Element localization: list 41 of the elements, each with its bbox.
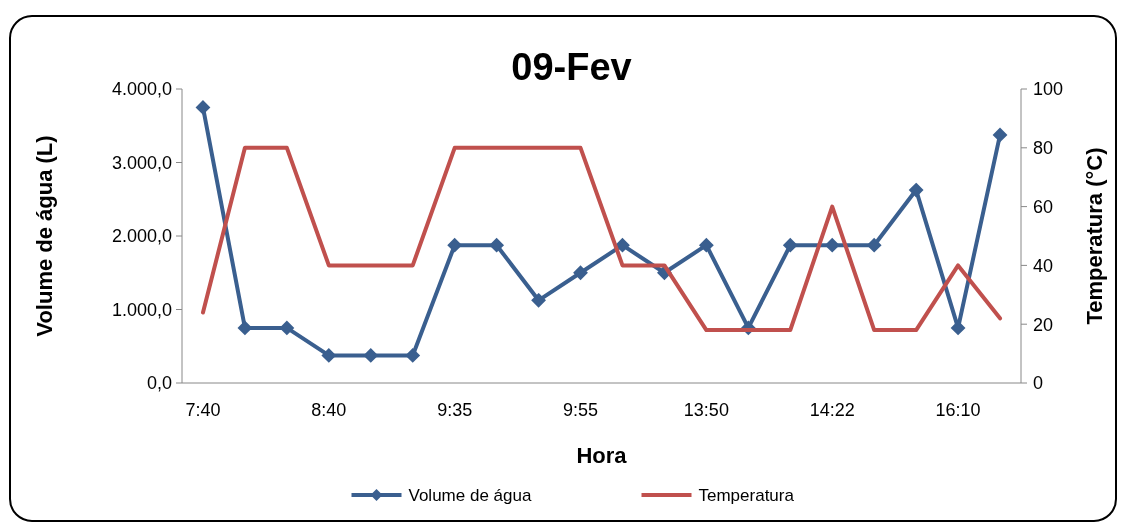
point: [405, 348, 420, 363]
y2-tick-label: 80: [1033, 138, 1054, 159]
x-tick-label: 14:22: [809, 400, 855, 420]
point: [783, 238, 798, 253]
point: [699, 238, 714, 253]
legend-label: Temperatura: [698, 485, 795, 505]
point: [867, 238, 882, 253]
y-axis-title: Volume de água (L): [32, 135, 57, 337]
point: [825, 238, 840, 253]
y-tick-label: 2.000,0: [111, 226, 172, 247]
y2-tick-label: 60: [1033, 196, 1054, 217]
point: [237, 320, 252, 335]
y-tick-label: 3.000,0: [111, 152, 172, 173]
legend-label: Volume de água: [408, 485, 532, 505]
x-tick-label: 9:35: [437, 400, 473, 420]
point: [195, 100, 210, 115]
x-tick-label: 9:55: [563, 400, 599, 420]
x-tick-label: 7:40: [185, 400, 221, 420]
y2-tick-label: 40: [1033, 255, 1054, 276]
x-tick-label: 8:40: [311, 400, 347, 420]
point: [993, 127, 1008, 142]
point: [279, 320, 294, 335]
chart-title: 09-Fev: [511, 46, 632, 88]
point: [321, 348, 336, 363]
point: [363, 348, 378, 363]
point: [531, 293, 546, 308]
point: [573, 265, 588, 280]
x-tick-label: 16:10: [935, 400, 981, 420]
point: [447, 238, 462, 253]
x-tick-label: 13:50: [683, 400, 729, 420]
y-tick-label: 4.000,0: [111, 79, 172, 100]
point: [909, 183, 924, 198]
y-tick-label: 0,0: [146, 373, 172, 394]
y2-tick-label: 100: [1033, 79, 1064, 100]
y2-tick-label: 20: [1033, 314, 1054, 335]
x-axis-title: Hora: [576, 443, 628, 468]
y-tick-label: 1.000,0: [111, 299, 172, 320]
point: [489, 238, 504, 253]
y2-axis-title: Temperatura (°C): [1082, 147, 1107, 325]
point: [615, 238, 630, 253]
y2-tick-label: 0: [1033, 373, 1044, 394]
